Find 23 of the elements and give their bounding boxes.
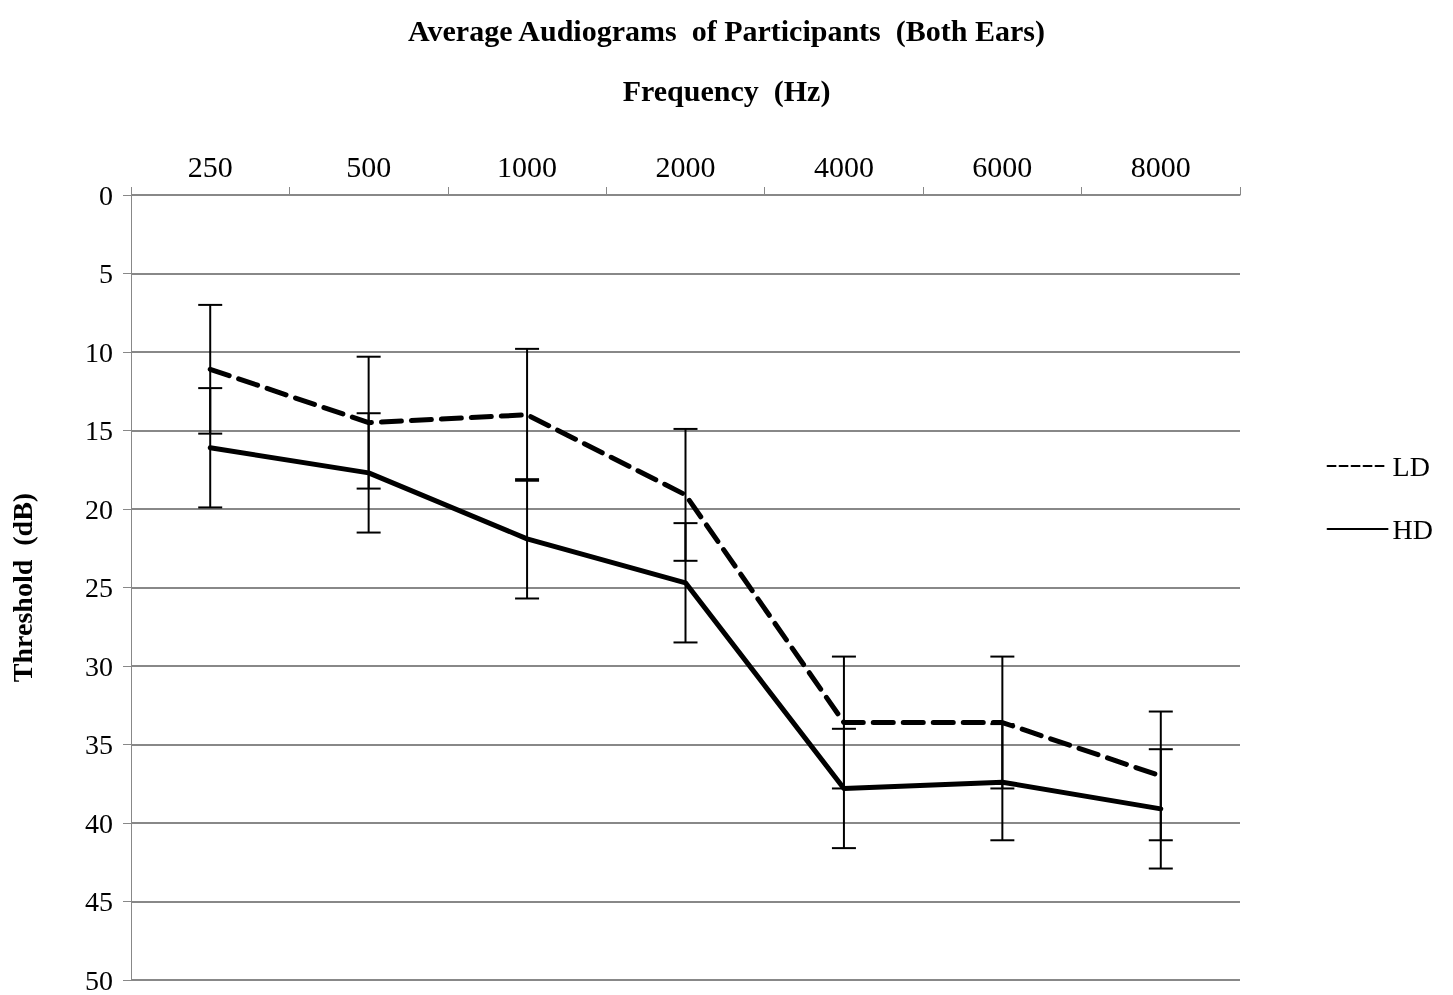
- y-tick-label: 10: [85, 336, 113, 368]
- y-tick-label: 35: [85, 729, 113, 760]
- y-tick-label: 20: [85, 493, 113, 525]
- y-tick-label: 0: [99, 179, 113, 211]
- y-tick-label: 25: [85, 572, 113, 603]
- x-tick-label: 4000: [813, 149, 874, 183]
- y-tick-label: 5: [99, 258, 113, 289]
- y-axis-title: Threshold (dB): [6, 492, 38, 683]
- x-tick-label: 8000: [1130, 149, 1191, 183]
- legend-label: HD: [1392, 513, 1434, 545]
- y-tick-label: 30: [85, 650, 113, 682]
- y-tick-label: 40: [85, 807, 113, 839]
- x-tick-label: 2000: [655, 149, 716, 183]
- x-tick-label: 250: [187, 149, 233, 183]
- x-axis-title: Frequency (Hz): [622, 73, 831, 108]
- x-tick-label: 500: [346, 149, 392, 183]
- y-tick-label: 15: [85, 415, 113, 446]
- chart-title: Average Audiograms of Participants (Both Ears): [408, 13, 1045, 48]
- y-tick-label: 45: [85, 886, 113, 917]
- legend-label: LD: [1392, 450, 1430, 482]
- x-tick-label: 1000: [497, 149, 558, 183]
- y-tick-label: 50: [85, 964, 113, 995]
- x-tick-label: 6000: [972, 149, 1033, 183]
